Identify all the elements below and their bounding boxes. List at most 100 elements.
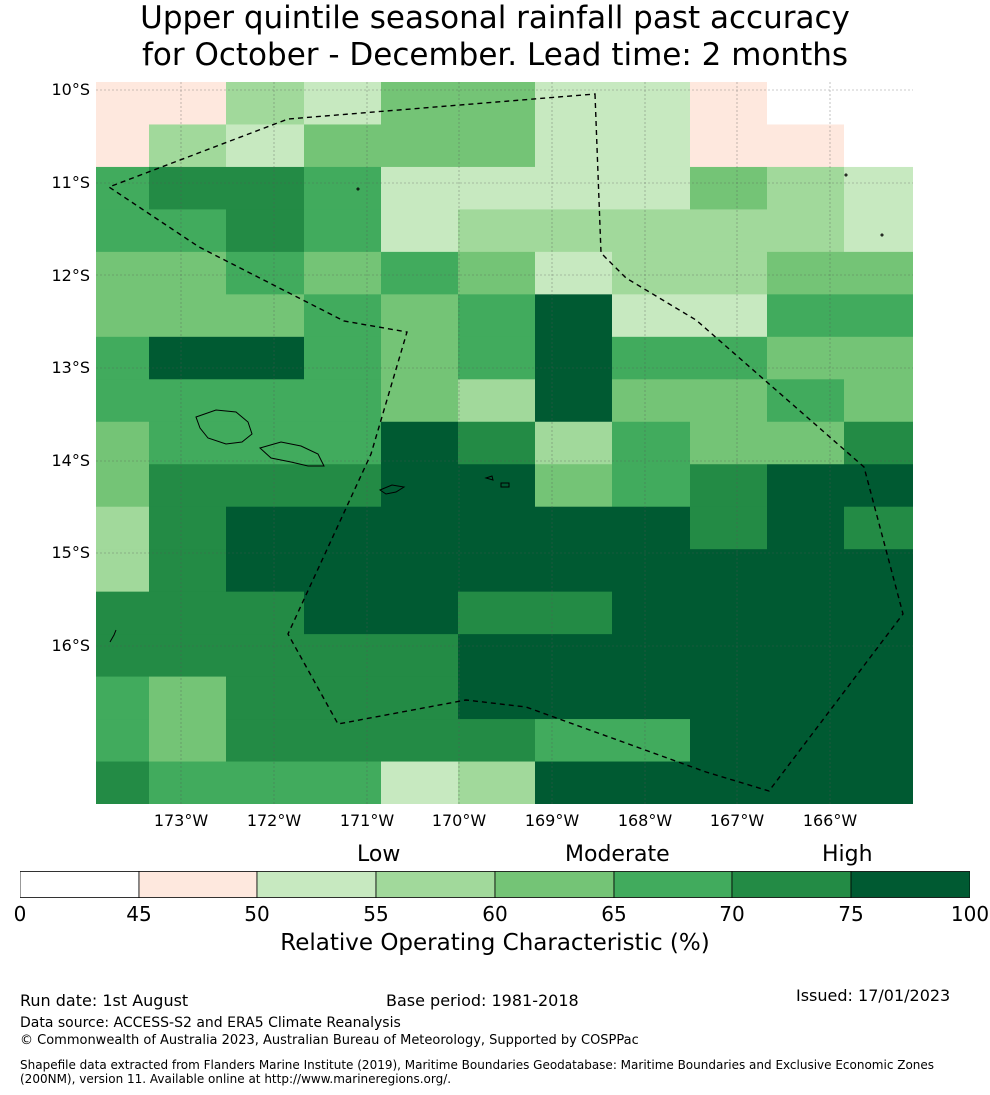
grid-cell [458, 379, 535, 423]
grid-cell [381, 676, 458, 720]
grid-cell [304, 379, 381, 423]
grid-cell [612, 251, 690, 295]
grid-cell [612, 124, 690, 168]
copyright: © Commonwealth of Australia 2023, Austra… [20, 1033, 639, 1048]
grid-cell [844, 124, 913, 168]
grid-cell [149, 421, 226, 465]
grid-cell [226, 549, 304, 593]
grid-cell [381, 336, 458, 380]
grid-cell [767, 719, 844, 763]
lat-label-12s: 12°S [51, 266, 90, 285]
grid-cell [535, 634, 612, 678]
grid-cell [226, 336, 304, 380]
grid-cell [690, 464, 767, 508]
grid-cell [535, 379, 612, 423]
grid-cell [844, 251, 913, 295]
grid-cell [612, 82, 690, 125]
lon-label-168w: 168°W [617, 811, 673, 830]
grid-cell [304, 761, 381, 804]
grid-cell [690, 506, 767, 550]
grid-cell [226, 379, 304, 423]
grid-cell [381, 421, 458, 465]
grid-cell [381, 166, 458, 210]
island-swains [356, 187, 360, 191]
category-low: Low [357, 842, 401, 867]
grid-cell [458, 549, 535, 593]
grid-cell [767, 506, 844, 550]
grid-cell [535, 124, 612, 168]
grid-cell [381, 124, 458, 168]
grid-cell [149, 294, 226, 338]
lon-label-169w: 169°W [524, 811, 580, 830]
grid-cell [767, 549, 844, 593]
grid-cell [458, 506, 535, 550]
grid-cell [226, 591, 304, 635]
grid-cell [535, 676, 612, 720]
grid-cell [844, 591, 913, 635]
colorbar-segment [494, 871, 615, 898]
grid-cell [612, 294, 690, 338]
grid-cell [612, 676, 690, 720]
lon-label-171w: 171°W [339, 811, 395, 830]
lat-label-15s: 15°S [51, 543, 90, 562]
grid-cell [535, 336, 612, 380]
grid-cell [304, 209, 381, 253]
grid-cell [381, 549, 458, 593]
grid-cell [96, 294, 149, 338]
grid-cell [612, 761, 690, 804]
grid-cell [767, 591, 844, 635]
lon-label-167w: 167°W [709, 811, 765, 830]
grid-cell [96, 82, 149, 125]
grid-cell [535, 549, 612, 593]
grid-cell [458, 294, 535, 338]
lon-label-173w: 173°W [153, 811, 209, 830]
grid-cell [844, 464, 913, 508]
grid-cell [612, 209, 690, 253]
grid-cell [767, 464, 844, 508]
colorbar-segment [20, 871, 140, 898]
grid-cell [767, 82, 844, 125]
grid-cell [381, 209, 458, 253]
grid-cell [381, 591, 458, 635]
grid-cell [458, 634, 535, 678]
grid-cell [96, 719, 149, 763]
category-moderate: Moderate [565, 842, 670, 867]
grid-cell [149, 591, 226, 635]
grid-cell [767, 294, 844, 338]
grid-cell [458, 251, 535, 295]
grid-cell [767, 336, 844, 380]
grid-cell [535, 421, 612, 465]
shapefile-credit-line-2: (200NM), version 11. Available online at… [20, 1072, 452, 1086]
grid-cell [458, 761, 535, 804]
grid-cell [458, 209, 535, 253]
grid-cell [226, 464, 304, 508]
grid-cell [149, 549, 226, 593]
colorbar-tick-50: 50 [244, 902, 270, 926]
grid-cell [149, 464, 226, 508]
data-source: Data source: ACCESS-S2 and ERA5 Climate … [20, 1015, 401, 1031]
grid-cell [149, 166, 226, 210]
colorbar-tick-75: 75 [838, 902, 864, 926]
grid-cell [458, 336, 535, 380]
grid-cell [612, 634, 690, 678]
grid-cell [844, 549, 913, 593]
lon-label-166w: 166°W [802, 811, 858, 830]
colorbar-tick-60: 60 [482, 902, 508, 926]
lon-label-172w: 172°W [246, 811, 302, 830]
grid-cell [458, 421, 535, 465]
colorbar-segment [138, 871, 258, 898]
grid-cell [381, 379, 458, 423]
issued-date: Issued: 17/01/2023 [796, 986, 951, 1005]
grid-cell [690, 761, 767, 804]
colorbar-tick-65: 65 [601, 902, 627, 926]
grid-cell [612, 506, 690, 550]
colorbar [20, 871, 970, 898]
grid-cell [535, 464, 612, 508]
grid-cell [96, 761, 149, 804]
grid-cell [304, 634, 381, 678]
grid-cell [690, 591, 767, 635]
map-panel [96, 82, 913, 804]
grid-cell [458, 464, 535, 508]
island-ofu [500, 482, 510, 488]
grid-cell [612, 591, 690, 635]
